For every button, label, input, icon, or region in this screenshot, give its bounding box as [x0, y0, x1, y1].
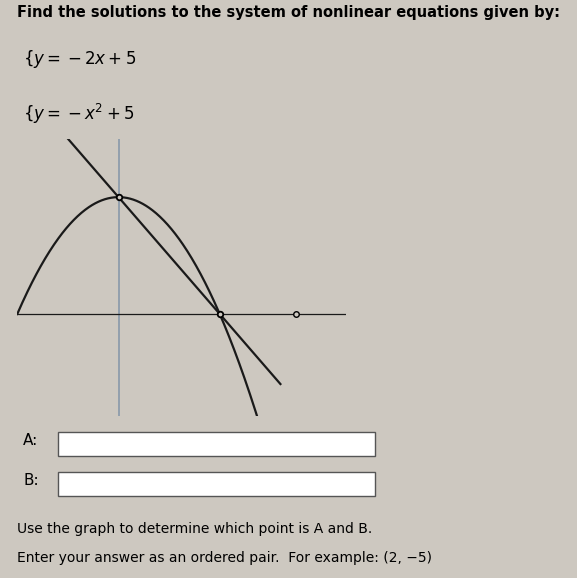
- Bar: [58, 432, 375, 455]
- Text: Use the graph to determine which point is A and B.: Use the graph to determine which point i…: [17, 523, 373, 536]
- Bar: [58, 472, 375, 496]
- Text: Find the solutions to the system of nonlinear equations given by:: Find the solutions to the system of nonl…: [17, 5, 560, 20]
- Text: $\{y=-2x+5$: $\{y=-2x+5$: [23, 48, 136, 70]
- Text: B:: B:: [23, 473, 39, 488]
- Text: Enter your answer as an ordered pair.  For example: (2, −5): Enter your answer as an ordered pair. Fo…: [17, 551, 432, 565]
- Text: A:: A:: [23, 433, 38, 448]
- Text: $\{y=-x^2+5$: $\{y=-x^2+5$: [23, 102, 134, 126]
